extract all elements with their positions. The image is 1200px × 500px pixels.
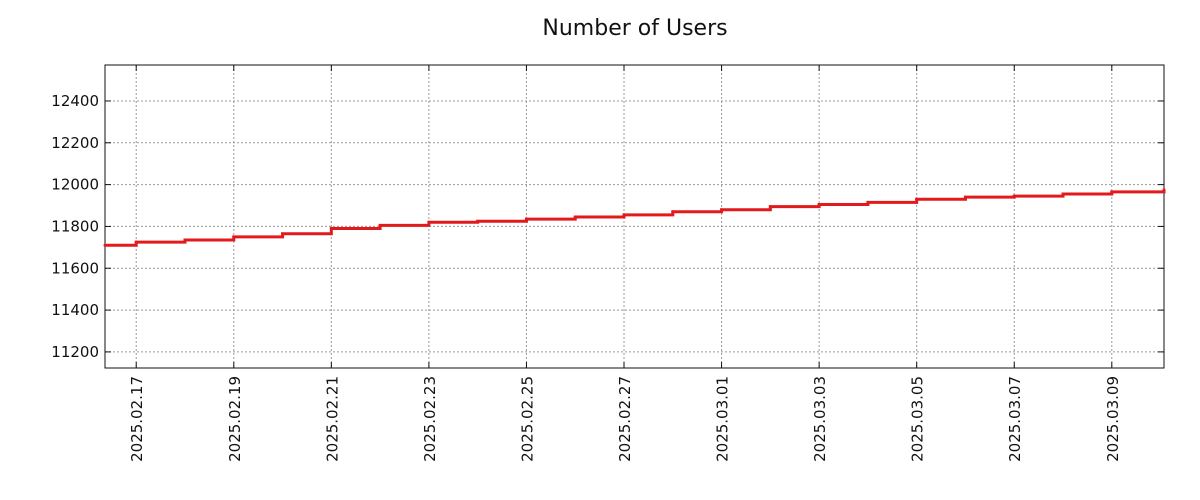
data-point [378,223,382,227]
data-point [768,205,772,209]
x-tick-label: 2025.02.21 [323,376,341,462]
data-point [1012,194,1016,198]
x-tick-label: 2025.02.17 [128,376,146,462]
x-tick-label: 2025.03.09 [1104,376,1122,462]
data-point [817,202,821,206]
y-tick-label: 12400 [51,92,99,110]
plot-frame [104,64,1165,369]
data-point [573,215,577,219]
x-tick-label: 2025.03.01 [714,376,732,462]
data-point [671,210,675,214]
x-tick-label: 2025.02.23 [421,376,439,462]
data-point [622,213,626,217]
x-tick-label: 2025.03.05 [909,376,927,462]
x-tick-label: 2025.02.27 [616,376,634,462]
y-tick-label: 11800 [51,217,99,235]
data-point [232,235,236,239]
data-point [1061,192,1065,196]
data-point [1162,188,1166,192]
data-point [134,240,138,244]
data-point [524,217,528,221]
data-point [963,195,967,199]
data-point [427,220,431,224]
series-line [105,189,1166,247]
data-point [720,208,724,212]
x-tick-label: 2025.02.19 [226,376,244,462]
data-point [915,197,919,201]
data-point [281,232,285,236]
y-tick-label: 12000 [51,176,99,194]
data-point [329,227,333,231]
y-tick-label: 11600 [51,259,99,277]
data-point [1110,190,1114,194]
y-tick-label: 11400 [51,301,99,319]
x-tick-label: 2025.02.25 [518,376,536,462]
data-point [103,243,107,247]
chart-title: Number of Users [542,16,728,41]
data-point [476,219,480,223]
x-tick-label: 2025.03.03 [811,376,829,462]
y-tick-label: 12200 [51,134,99,152]
data-point [866,200,870,204]
data-point [183,238,187,242]
x-tick-label: 2025.03.07 [1006,376,1024,462]
y-tick-label: 11200 [51,343,99,361]
